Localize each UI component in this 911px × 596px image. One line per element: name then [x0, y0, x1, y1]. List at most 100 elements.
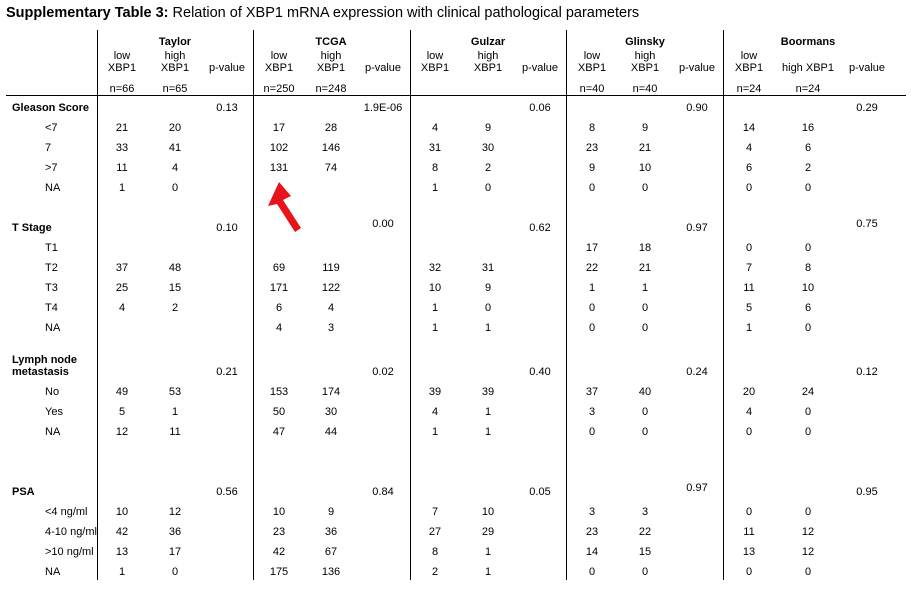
section-label: T Stage [12, 222, 52, 234]
value-cell-high: 20 [168, 122, 182, 134]
value-cell-low: 32 [428, 262, 442, 274]
row-label: <7 [45, 122, 58, 134]
section-label-line: T Stage [12, 222, 52, 234]
header-line: low [113, 50, 131, 62]
value-cell-high: 15 [168, 282, 182, 294]
row-label: T4 [45, 302, 58, 314]
header-line: high [634, 50, 656, 62]
value-cell-high: 0 [804, 406, 812, 418]
row-label: Yes [45, 406, 63, 418]
row-label: 7 [45, 142, 52, 154]
value-cell-high: 0 [804, 242, 812, 254]
header-line: XBP1 [577, 62, 607, 74]
value-cell-high: 15 [638, 546, 652, 558]
value-cell-low: 1 [431, 182, 439, 194]
header-p-value: p-value [521, 62, 559, 74]
header-rule [6, 95, 906, 96]
value-cell-low: 10 [272, 506, 286, 518]
header-line: high [164, 50, 186, 62]
value-cell-low: 13 [742, 546, 756, 558]
value-cell-high: 44 [324, 426, 338, 438]
value-cell-low: 4 [431, 122, 439, 134]
value-cell-low: 17 [272, 122, 286, 134]
n-count-high: n=24 [795, 83, 821, 95]
section-label: Gleason Score [12, 102, 89, 114]
value-cell-high: 36 [168, 526, 182, 538]
value-cell-low: 1 [431, 302, 439, 314]
row-label: T2 [45, 262, 58, 274]
value-cell-low: 27 [428, 526, 442, 538]
value-cell-low: 4 [745, 406, 753, 418]
n-count-low: n=40 [579, 83, 605, 95]
value-cell-high: 30 [324, 406, 338, 418]
value-cell-high: 136 [321, 566, 341, 578]
value-cell-low: 1 [431, 322, 439, 334]
p-value-cell: 0.21 [216, 366, 238, 378]
header-high-xbp1: high XBP1 [631, 50, 659, 74]
value-cell-low: 11 [743, 282, 755, 294]
p-value-cell: 0.84 [372, 486, 394, 498]
value-cell-high: 12 [168, 506, 182, 518]
value-cell-low: 0 [588, 302, 596, 314]
column-divider [253, 30, 254, 580]
value-cell-high: 0 [641, 182, 649, 194]
value-cell-low: 8 [588, 122, 596, 134]
value-cell-high: 0 [171, 566, 179, 578]
row-label: NA [45, 426, 61, 438]
p-value-cell: 0.90 [686, 102, 708, 114]
value-cell-high: 1 [484, 406, 492, 418]
value-cell-high: 17 [168, 546, 182, 558]
p-value-cell: 0.97 [686, 482, 708, 494]
header-line: low [740, 50, 758, 62]
value-cell-low: 1 [118, 566, 126, 578]
value-cell-low: 47 [272, 426, 286, 438]
row-label: NA [45, 182, 61, 194]
value-cell-high: 6 [804, 142, 812, 154]
value-cell-high: 6 [804, 302, 812, 314]
p-value-cell: 1.9E-06 [363, 102, 403, 114]
row-label: >10 ng/ml [45, 546, 94, 558]
value-cell-low: 25 [115, 282, 129, 294]
value-cell-high: 31 [481, 262, 495, 274]
value-cell-low: 31 [428, 142, 442, 154]
value-cell-low: 20 [742, 386, 756, 398]
value-cell-low: 175 [269, 566, 289, 578]
value-cell-high: 1 [484, 566, 492, 578]
value-cell-high: 10 [481, 506, 495, 518]
value-cell-low: 5 [745, 302, 753, 314]
value-cell-low: 13 [115, 546, 129, 558]
value-cell-low: 17 [585, 242, 599, 254]
value-cell-low: 33 [115, 142, 129, 154]
row-label: 4-10 ng/ml [45, 526, 97, 538]
header-line: XBP1 [734, 62, 764, 74]
n-count-high: n=65 [162, 83, 188, 95]
value-cell-low: 3 [588, 506, 596, 518]
header-high-xbp1: high XBP1 [782, 62, 834, 74]
value-cell-high: 3 [327, 322, 335, 334]
value-cell-high: 8 [804, 262, 812, 274]
value-cell-low: 1 [745, 322, 753, 334]
value-cell-high: 12 [801, 526, 815, 538]
column-divider [566, 30, 567, 580]
value-cell-high: 1 [171, 406, 179, 418]
header-low-xbp1: low XBP1 [421, 50, 449, 74]
value-cell-high: 1 [484, 546, 492, 558]
value-cell-low: 10 [428, 282, 442, 294]
value-cell-low: 0 [745, 506, 753, 518]
row-label: No [45, 386, 60, 398]
value-cell-low: 1 [588, 282, 596, 294]
value-cell-low: 4 [745, 142, 753, 154]
row-label: NA [45, 566, 61, 578]
value-cell-low: 49 [115, 386, 129, 398]
row-label: >7 [45, 162, 58, 174]
p-value-cell: 0.06 [529, 102, 551, 114]
value-cell-low: 102 [269, 142, 289, 154]
value-cell-low: 0 [588, 426, 596, 438]
value-cell-high: 41 [168, 142, 182, 154]
value-cell-high: 0 [641, 426, 649, 438]
value-cell-low: 9 [588, 162, 596, 174]
value-cell-high: 9 [484, 282, 492, 294]
value-cell-high: 21 [638, 262, 652, 274]
header-p-value: p-value [848, 62, 886, 74]
value-cell-low: 23 [585, 142, 599, 154]
